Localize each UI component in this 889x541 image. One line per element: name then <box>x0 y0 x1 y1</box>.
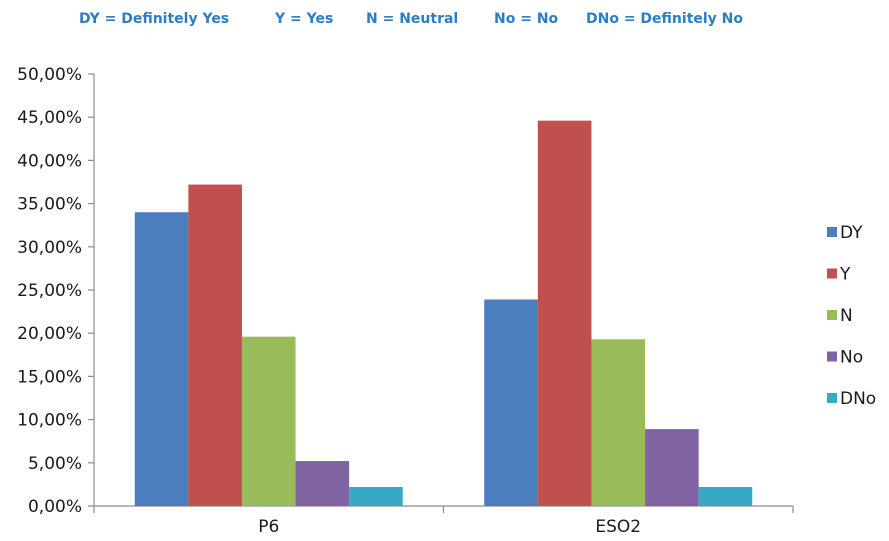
legend-label: Y <box>839 265 851 285</box>
legend-key-item: No = No <box>494 11 559 27</box>
y-tick-label: 0,00% <box>28 497 82 517</box>
y-axis-ticks: 0,00% 5,00% 10,00% 15,00% 20,00% 25,00% 30,00%… <box>17 65 94 517</box>
bars <box>134 120 753 507</box>
bar-y-p6 <box>188 184 242 506</box>
legend-key-item: DY = Definitely Yes <box>79 11 229 27</box>
bar-dno-p6 <box>349 486 403 506</box>
legend-swatch <box>827 393 837 403</box>
bar-dno-eso2 <box>698 486 753 506</box>
bar-dy-eso2 <box>484 299 538 506</box>
legend-item-n: N <box>827 306 853 326</box>
x-axis-categories: P6 ESO2 <box>258 517 641 537</box>
y-tick-label: 35,00% <box>17 195 82 215</box>
x-category-label: ESO2 <box>595 517 641 536</box>
bar-n-eso2 <box>591 339 646 506</box>
x-category-label: P6 <box>258 517 279 536</box>
y-tick-label: 45,00% <box>17 108 82 128</box>
y-tick-label: 10,00% <box>17 411 82 431</box>
y-tick-label: 20,00% <box>17 324 82 344</box>
legend-swatch <box>827 351 837 362</box>
legend-item-dy: DY <box>827 223 863 243</box>
legend-label: N <box>840 306 853 326</box>
legend: DY Y N No DNo <box>827 223 876 409</box>
bar-no-p6 <box>295 461 350 506</box>
legend-label: DNo <box>840 389 876 409</box>
y-tick-label: 30,00% <box>17 238 82 258</box>
legend-key-caption: DY = Definitely Yes Y = Yes N = Neutral No … <box>79 11 743 27</box>
legend-swatch <box>827 268 837 279</box>
bar-no-eso2 <box>645 429 699 506</box>
y-tick-label: 40,00% <box>17 151 82 171</box>
y-tick-label: 50,00% <box>17 65 82 85</box>
bar-y-eso2 <box>537 120 592 506</box>
y-tick-label: 15,00% <box>17 367 82 387</box>
legend-key-item: DNo = Definitely No <box>586 11 743 27</box>
legend-label: DY <box>840 223 863 243</box>
legend-key-item: Y = Yes <box>274 11 333 27</box>
legend-key-item: N = Neutral <box>366 11 458 27</box>
legend-item-y: Y <box>827 265 851 285</box>
legend-item-dno: DNo <box>827 389 876 409</box>
y-tick-label: 25,00% <box>17 281 82 301</box>
y-tick-label: 5,00% <box>28 454 82 474</box>
legend-item-no: No <box>827 348 863 368</box>
bar-n-p6 <box>241 336 296 506</box>
legend-label: No <box>840 348 863 368</box>
legend-swatch <box>827 310 837 320</box>
legend-swatch <box>827 227 837 237</box>
bar-dy-p6 <box>134 212 189 507</box>
